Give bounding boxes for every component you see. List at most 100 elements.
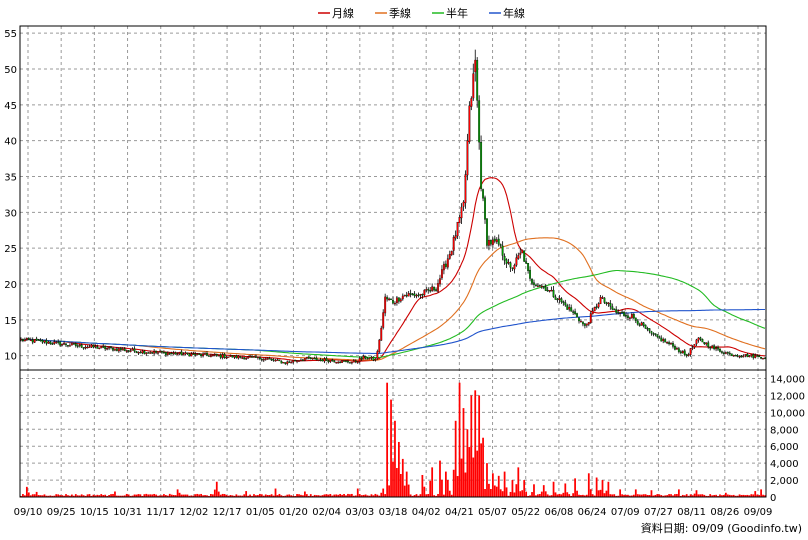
candle-body	[92, 345, 95, 348]
volume-bar	[278, 493, 281, 497]
candle-body	[272, 359, 275, 361]
candle-body	[108, 346, 111, 349]
volume-bar	[37, 495, 40, 497]
candle-body	[53, 341, 56, 344]
candle-body	[572, 311, 575, 313]
candle-body	[452, 237, 455, 251]
candle-body	[319, 359, 322, 361]
candle-body	[693, 343, 696, 348]
price-tick-label: 40	[4, 137, 17, 148]
volume-bar	[396, 468, 398, 497]
candle-body	[341, 360, 344, 363]
candle-body	[401, 295, 404, 300]
candle-body	[507, 262, 510, 264]
candle-body	[611, 306, 614, 310]
candle-body	[288, 361, 291, 363]
candle-body	[460, 206, 463, 219]
candle-body	[321, 359, 324, 362]
volume-bar	[748, 495, 751, 497]
candle-body	[578, 317, 580, 322]
candle-body	[25, 338, 28, 340]
volume-bar	[65, 494, 67, 497]
volume-bar	[304, 491, 306, 497]
volume-bar	[145, 493, 148, 497]
volume-bar	[697, 494, 700, 497]
volume-bar	[106, 495, 109, 497]
candle-body	[558, 298, 561, 300]
volume-bar	[562, 492, 565, 497]
volume-bar	[63, 495, 65, 497]
volume-bar	[660, 495, 663, 497]
candle-body	[497, 238, 500, 245]
candle-body	[347, 360, 349, 363]
candle-body	[45, 340, 48, 344]
volume-tick-label: 12,000	[770, 391, 805, 402]
candle-body	[566, 305, 569, 310]
volume-bar	[533, 484, 535, 497]
candle-body	[634, 317, 637, 321]
candle-body	[607, 302, 610, 304]
volume-bar	[415, 494, 418, 497]
candle-body	[280, 361, 283, 364]
candle-body	[556, 298, 559, 301]
price-tick-label: 55	[4, 29, 17, 40]
volume-bar	[341, 494, 343, 497]
volume-bar	[223, 494, 226, 497]
candle-body	[88, 346, 91, 348]
candle-body	[300, 359, 302, 362]
candle-body	[29, 339, 32, 342]
candle-body	[282, 362, 285, 364]
candle-body	[296, 360, 298, 362]
candle-body	[570, 307, 573, 312]
volume-bar	[192, 495, 195, 497]
volume-bar	[172, 494, 175, 497]
volume-bar	[188, 495, 191, 497]
volume-bar	[758, 495, 761, 497]
date-tick-label: 08/26	[710, 507, 739, 518]
volume-bar	[116, 495, 118, 497]
volume-bar	[204, 495, 206, 497]
volume-bar	[206, 495, 208, 497]
volume-bar	[646, 494, 649, 497]
volume-bar	[29, 495, 32, 497]
candle-body	[544, 286, 547, 291]
volume-bar	[542, 485, 545, 497]
volume-bar	[233, 495, 236, 497]
candle-body	[223, 354, 226, 358]
volume-bar	[94, 495, 97, 497]
volume-bar	[515, 484, 518, 497]
volume-bar	[296, 494, 298, 497]
volume-tick-label: 14,000	[770, 374, 805, 385]
volume-bar	[703, 494, 706, 497]
candle-body	[707, 342, 710, 347]
volume-bar	[584, 495, 586, 497]
volume-bar	[568, 494, 571, 497]
candle-body	[352, 360, 355, 363]
candle-body	[425, 288, 428, 291]
volume-tick-label: 8,000	[770, 425, 799, 436]
volume-bar	[750, 494, 753, 497]
volume-bar	[184, 494, 187, 497]
volume-bar	[491, 473, 494, 497]
volume-bar	[427, 493, 430, 497]
candle-body	[323, 358, 326, 362]
candle-body	[180, 351, 183, 356]
volume-bar	[650, 490, 653, 497]
candle-body	[417, 294, 420, 297]
volume-bar	[47, 495, 50, 497]
candle-body	[740, 356, 743, 358]
candle-body	[423, 289, 426, 296]
candle-body	[738, 355, 741, 358]
volume-bar	[554, 492, 557, 497]
volume-bar	[311, 495, 314, 497]
volume-bar	[276, 495, 279, 497]
candle-body	[488, 239, 490, 246]
candle-body	[198, 353, 201, 355]
price-tick-label: 25	[4, 244, 17, 255]
volume-bar	[556, 494, 559, 497]
volume-bar	[546, 494, 549, 497]
volume-bar	[525, 491, 528, 497]
candle-body	[464, 174, 467, 204]
volume-bar	[760, 489, 762, 497]
volume-bar	[302, 495, 304, 497]
